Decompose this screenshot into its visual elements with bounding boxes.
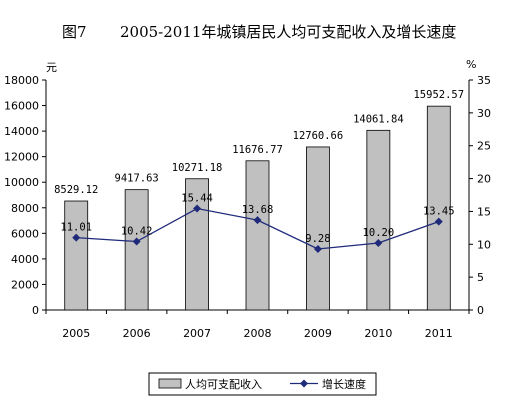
right-tick-label: 25: [477, 140, 491, 153]
right-tick-label: 5: [477, 271, 484, 284]
line-data-label: 10.42: [121, 226, 153, 238]
chart-title-label: 图7: [62, 23, 87, 41]
bar-data-label: 8529.12: [54, 184, 98, 196]
line-data-label: 13.45: [423, 206, 455, 218]
legend-bar-swatch: [158, 378, 182, 389]
legend-bar-label: 人均可支配收入: [185, 377, 262, 391]
right-tick-label: 30: [477, 107, 491, 120]
right-tick-label: 10: [477, 238, 491, 251]
line-data-label: 10.20: [363, 227, 395, 239]
left-tick-label: 8000: [11, 202, 39, 215]
line-data-label: 13.68: [242, 204, 274, 216]
legend-box: [148, 372, 377, 396]
right-tick-label: 20: [477, 173, 491, 186]
bar-data-label: 12760.66: [293, 130, 344, 142]
legend: 人均可支配收入 增长速度: [148, 372, 377, 396]
bar-data-label: 11676.77: [232, 144, 283, 156]
line-point: [434, 217, 443, 226]
left-tick-label: 16000: [4, 100, 39, 113]
line-data-label: 9.28: [305, 233, 330, 245]
left-tick-label: 18000: [4, 74, 39, 87]
bar-data-label: 10271.18: [172, 162, 223, 174]
line-series: [72, 204, 443, 254]
left-tick-label: 10000: [4, 176, 39, 189]
left-tick-label: 0: [32, 304, 39, 317]
bar: [306, 146, 330, 311]
legend-line-label: 增长速度: [322, 377, 366, 391]
right-tick-label: 15: [477, 205, 491, 218]
bar-data-labels: 8529.12 9417.63 10271.18 11676.77 12760.66 14…: [54, 89, 464, 196]
bar: [64, 200, 89, 311]
legend-line-marker: [300, 379, 308, 388]
right-axis-unit: %: [466, 58, 476, 71]
bar-data-label: 15952.57: [413, 89, 464, 101]
bar-series: [64, 105, 451, 311]
bar: [124, 189, 149, 311]
line-point: [253, 216, 262, 225]
x-tick-label: 2009: [304, 327, 332, 340]
chart-title: 2005-2011年城镇居民人均可支配收入及增长速度: [120, 23, 456, 41]
line-data-labels: 11.01 10.42 15.44 13.68 9.28 10.20 13.45: [60, 193, 454, 245]
line-point: [374, 238, 383, 247]
right-axis: 0 5 10 15 20 25 30 35: [468, 74, 491, 317]
bar-data-label: 9417.63: [115, 173, 159, 185]
bar: [245, 160, 270, 311]
left-tick-label: 6000: [11, 227, 39, 240]
bar-data-label: 14061.84: [353, 113, 404, 125]
left-tick-label: 14000: [4, 125, 39, 138]
x-tick-label: 2005: [62, 327, 90, 340]
left-tick-label: 12000: [4, 151, 39, 164]
x-tick-label: 2006: [123, 327, 151, 340]
line-point: [72, 233, 81, 242]
bar: [366, 129, 391, 311]
right-tick-label: 0: [477, 304, 484, 317]
left-tick-label: 4000: [11, 253, 39, 266]
x-tick-label: 2007: [183, 327, 211, 340]
x-tick-label: 2010: [364, 327, 392, 340]
left-axis: 0 2000 4000 6000 8000 10000 12000 14000 16000 180…: [4, 74, 47, 317]
x-tick-label: 2011: [425, 327, 453, 340]
x-tick-label: 2008: [244, 327, 272, 340]
left-axis-unit: 元: [46, 61, 57, 74]
line-data-label: 11.01: [60, 222, 92, 234]
bar: [426, 105, 451, 311]
right-tick-label: 35: [477, 74, 491, 87]
left-tick-label: 2000: [11, 278, 39, 291]
line-point: [313, 245, 322, 254]
x-axis: 2005 2006 2007 2008 2009 2010 2011: [45, 309, 470, 340]
line-data-label: 15.44: [181, 193, 213, 205]
line-point: [132, 237, 141, 246]
line-point: [193, 204, 202, 213]
